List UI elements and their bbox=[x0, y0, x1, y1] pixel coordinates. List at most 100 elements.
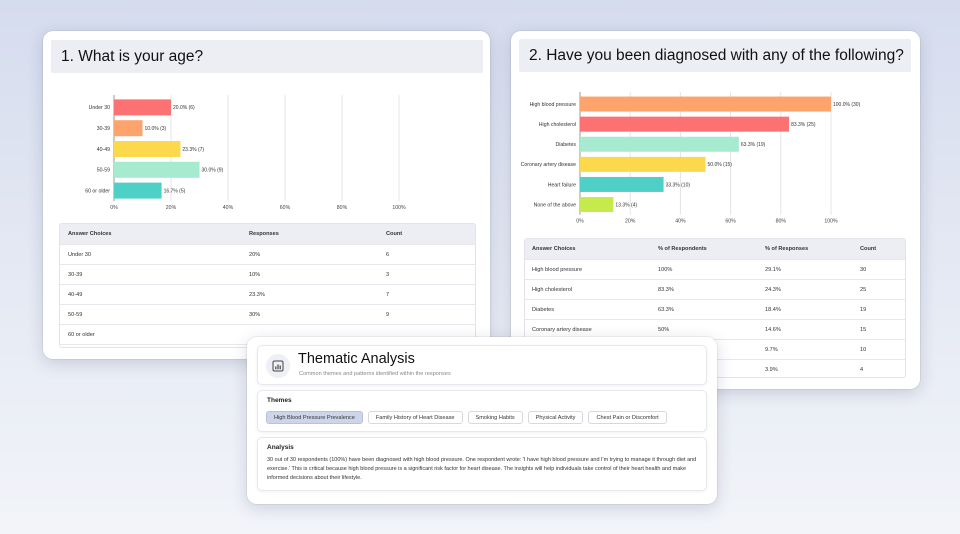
age-question-card: 1. What is your age? 0% 20% 40% 60% 80% 100% U… bbox=[43, 31, 490, 359]
x-tick-label: 20% bbox=[166, 205, 177, 211]
table-cell: 10 bbox=[860, 346, 867, 353]
table-row: Diabetes 63.3% 18.4% 19 bbox=[525, 300, 905, 320]
data-label: 23.3% (7) bbox=[182, 147, 204, 153]
table-header-row: Answer Choices % of Respondents % of Respo… bbox=[525, 239, 905, 260]
category-label: Coronary artery disease bbox=[521, 162, 576, 168]
table-cell: 63.3% bbox=[658, 306, 674, 313]
data-label: 83.3% (25) bbox=[791, 122, 816, 128]
table-cell: 10% bbox=[249, 271, 261, 278]
theme-chip[interactable]: Chest Pain or Discomfort bbox=[588, 411, 667, 424]
theme-chip[interactable]: High Blood Pressure Prevalence bbox=[266, 411, 363, 424]
table-row: Coronary artery disease 50% 14.6% 15 bbox=[525, 320, 905, 340]
category-label: None of the above bbox=[534, 202, 577, 208]
table-cell: 4 bbox=[860, 366, 864, 373]
data-label: 33.3% (10) bbox=[666, 182, 691, 188]
table-cell: High cholesterol bbox=[532, 286, 573, 293]
x-tick-label: 60% bbox=[725, 219, 736, 225]
column-header: Responses bbox=[249, 231, 279, 237]
category-label: High blood pressure bbox=[530, 102, 577, 108]
x-tick-label: 100% bbox=[824, 219, 838, 225]
data-label: 13.3% (4) bbox=[615, 202, 637, 208]
thematic-subtitle: Common themes and patterns identified wi… bbox=[299, 371, 451, 377]
table-cell: 3 bbox=[386, 271, 390, 278]
theme-chip[interactable]: Physical Activity bbox=[527, 411, 584, 424]
x-tick-label: 0% bbox=[576, 219, 584, 225]
table-cell: 100% bbox=[658, 266, 673, 273]
table-cell: Diabetes bbox=[532, 306, 555, 313]
table-row: 3.9% 4 bbox=[525, 360, 905, 377]
bar bbox=[114, 182, 162, 199]
table-row: Under 30 20% 6 bbox=[60, 245, 475, 265]
theme-chip[interactable]: Smoking Habits bbox=[467, 411, 523, 424]
analysis-section: Analysis 30 out of 30 respondents (100%)… bbox=[257, 437, 707, 491]
bar bbox=[114, 120, 143, 137]
table-cell: 83.3% bbox=[658, 286, 674, 293]
column-header: Count bbox=[860, 246, 877, 252]
age-question-title: 1. What is your age? bbox=[51, 40, 483, 73]
data-label: 63.3% (19) bbox=[741, 142, 766, 148]
x-tick-label: 80% bbox=[337, 205, 348, 211]
table-cell: 3.9% bbox=[765, 366, 778, 373]
bar bbox=[580, 136, 739, 152]
table-cell: 50% bbox=[658, 326, 670, 333]
thematic-header: Thematic Analysis Common themes and patt… bbox=[257, 345, 707, 385]
table-cell: 20% bbox=[249, 251, 261, 258]
category-label: High cholesterol bbox=[539, 122, 576, 128]
x-tick-label: 100% bbox=[392, 205, 406, 211]
column-header: Answer Choices bbox=[532, 246, 576, 252]
column-header: Count bbox=[386, 231, 403, 237]
table-row: 50-59 30% 9 bbox=[60, 305, 475, 325]
table-row: 40-49 23.3% 7 bbox=[60, 285, 475, 305]
thematic-title: Thematic Analysis bbox=[298, 351, 415, 367]
diagnosis-question-title: 2. Have you been diagnosed with any of t… bbox=[519, 39, 911, 72]
table-row: 30-39 10% 3 bbox=[60, 265, 475, 285]
category-label: 60 or older bbox=[85, 188, 110, 194]
category-label: 50-59 bbox=[97, 168, 110, 174]
table-cell: 9.7% bbox=[765, 346, 778, 353]
themes-section: Themes High Blood Pressure Prevalence Fam… bbox=[257, 390, 707, 432]
table-cell: 14.6% bbox=[765, 326, 781, 333]
x-tick-label: 40% bbox=[223, 205, 234, 211]
table-cell: 23.3% bbox=[249, 291, 265, 298]
bar bbox=[580, 176, 664, 192]
diagnosis-bar-chart: 0% 20% 40% 60% 80% 100% High blood pressure 100… bbox=[521, 92, 861, 225]
column-header: % of Responses bbox=[765, 246, 809, 252]
table-cell: 15 bbox=[860, 326, 867, 333]
theme-chip[interactable]: Family History of Heart Disease bbox=[367, 411, 463, 424]
table-cell: 29.1% bbox=[765, 266, 781, 273]
column-header: % of Respondents bbox=[658, 246, 707, 252]
category-label: 30-39 bbox=[97, 126, 110, 132]
table-cell: 30-39 bbox=[68, 271, 83, 278]
age-bar-chart: 0% 20% 40% 60% 80% 100% Under 30 20.0% (6) 30-39… bbox=[85, 95, 406, 211]
bar bbox=[114, 141, 181, 157]
table-cell: Under 30 bbox=[68, 251, 92, 258]
analysis-text: 30 out of 30 respondents (100%) have bee… bbox=[267, 457, 697, 481]
data-label: 16.7% (5) bbox=[164, 188, 186, 194]
bar bbox=[580, 116, 790, 132]
bar bbox=[114, 161, 200, 178]
diagnosis-question-card: 2. Have you been diagnosed with any of t… bbox=[511, 31, 920, 389]
bar bbox=[114, 99, 171, 116]
data-label: 20.0% (6) bbox=[173, 105, 195, 111]
data-label: 30.0% (9) bbox=[202, 168, 224, 174]
column-header: Answer Choices bbox=[68, 231, 112, 237]
thematic-analysis-card: Thematic Analysis Common themes and patt… bbox=[247, 337, 717, 504]
data-label: 100.0% (30) bbox=[833, 102, 861, 108]
themes-label: Themes bbox=[267, 397, 292, 404]
table-cell: 18.4% bbox=[765, 306, 781, 313]
table-cell: 7 bbox=[386, 291, 390, 298]
themes-chip-list: High Blood Pressure Prevalence Family His… bbox=[266, 411, 667, 424]
table-cell: High blood pressure bbox=[532, 266, 583, 273]
x-tick-label: 60% bbox=[280, 205, 291, 211]
category-label: Under 30 bbox=[89, 105, 110, 111]
table-cell: 60 or older bbox=[68, 331, 95, 338]
category-label: Heart failure bbox=[548, 182, 576, 188]
data-label: 10.0% (3) bbox=[145, 126, 167, 132]
table-cell: 30% bbox=[249, 311, 261, 318]
bar bbox=[580, 197, 614, 213]
table-cell: 40-49 bbox=[68, 291, 83, 298]
analysis-label: Analysis bbox=[267, 444, 294, 451]
age-responses-table: Answer Choices Responses Count Under 30 20% 6… bbox=[59, 223, 476, 348]
x-tick-label: 40% bbox=[675, 219, 686, 225]
table-cell: 50-59 bbox=[68, 311, 83, 318]
